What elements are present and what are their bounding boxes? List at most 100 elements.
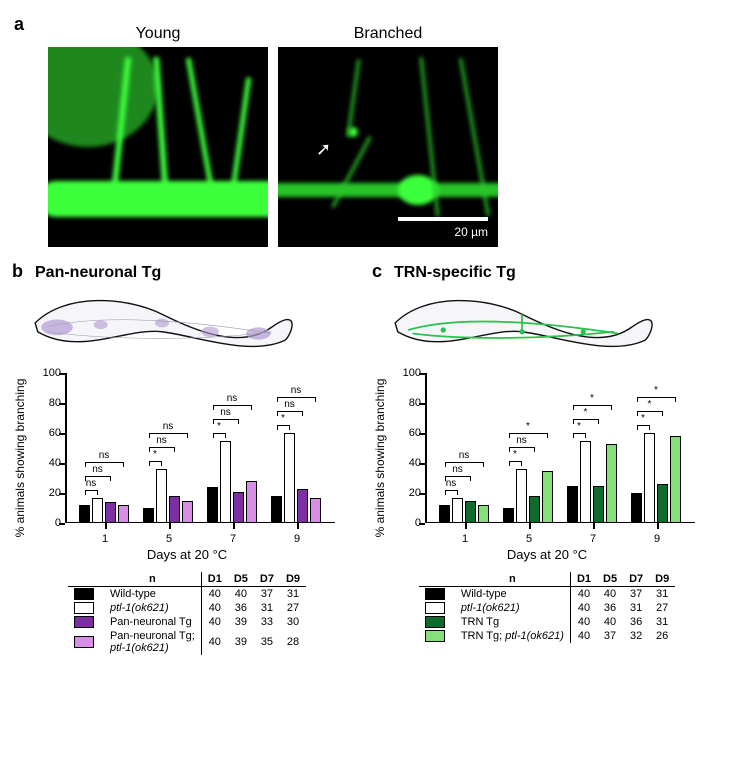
- bar: [284, 433, 295, 523]
- y-tick-label: 40: [409, 457, 421, 469]
- bar: [156, 469, 167, 523]
- sig-label: ns: [284, 399, 295, 410]
- bar: [631, 493, 642, 523]
- bar: [79, 505, 90, 523]
- sig-label: ns: [92, 464, 103, 475]
- sig-label: ns: [156, 435, 167, 446]
- y-tick-label: 100: [403, 367, 421, 379]
- bar: [606, 444, 617, 524]
- worm-schematic: [372, 282, 722, 373]
- x-tick-label: 9: [294, 533, 300, 545]
- worm-schematic: [12, 282, 362, 373]
- y-tick-label: 60: [49, 427, 61, 439]
- x-tick-label: 1: [462, 533, 468, 545]
- panelC-n-table: nD1D5D7D9Wild-type40403731ptl-1(ok621)40…: [419, 572, 675, 643]
- bar: [246, 481, 257, 523]
- bar: [207, 487, 218, 523]
- panelB-title: Pan-neuronal Tg: [35, 264, 161, 282]
- bar: [310, 498, 321, 524]
- bar: [169, 496, 180, 523]
- sig-label: *: [584, 407, 588, 418]
- bar: [233, 492, 244, 524]
- bar: [143, 508, 154, 523]
- bar: [439, 505, 450, 523]
- bar: [516, 469, 527, 523]
- x-tick-label: 7: [230, 533, 236, 545]
- sig-label: ns: [516, 435, 527, 446]
- sig-label: *: [281, 413, 285, 424]
- panelC-title: TRN-specific Tg: [394, 264, 516, 282]
- panelC-label: c: [372, 261, 382, 282]
- x-tick-label: 9: [654, 533, 660, 545]
- panel-a-label: a: [14, 14, 24, 34]
- panel-b: b Pan-neuronal Tg % animals showing branc…: [12, 261, 362, 655]
- sig-label: *: [590, 393, 594, 404]
- sig-label: *: [577, 421, 581, 432]
- x-tick-label: 7: [590, 533, 596, 545]
- panel-a: a Young Branched: [0, 0, 740, 261]
- bar: [92, 498, 103, 524]
- bar: [593, 486, 604, 524]
- x-axis-title: Days at 20 °C: [12, 547, 362, 562]
- y-tick-label: 100: [43, 367, 61, 379]
- sig-label: ns: [227, 393, 238, 404]
- panel-a-image-title-1: Branched: [278, 25, 498, 43]
- x-tick-label: 5: [166, 533, 172, 545]
- panelB-n-table: nD1D5D7D9Wild-type40403731ptl-1(ok621)40…: [68, 572, 306, 655]
- table-row: ptl-1(ok621)40363127: [68, 601, 306, 615]
- x-axis-title: Days at 20 °C: [372, 547, 722, 562]
- panelB-chart: % animals showing branching0204060801001…: [37, 373, 337, 543]
- y-tick-label: 0: [55, 517, 61, 529]
- bar: [271, 496, 282, 523]
- sig-label: *: [648, 399, 652, 410]
- sig-label: *: [217, 421, 221, 432]
- y-tick-label: 20: [49, 487, 61, 499]
- table-row: Pan-neuronal Tg40393330: [68, 615, 306, 629]
- bar: [542, 471, 553, 524]
- bar: [657, 484, 668, 523]
- bar: [580, 441, 591, 524]
- sig-label: ns: [220, 407, 231, 418]
- x-tick-label: 1: [102, 533, 108, 545]
- arrow-icon: ➚: [316, 139, 331, 160]
- bar: [503, 508, 514, 523]
- table-row: Wild-type40403731: [419, 587, 675, 602]
- y-tick-label: 0: [415, 517, 421, 529]
- bar: [478, 505, 489, 523]
- micrograph-young: [48, 47, 268, 247]
- panelB-label: b: [12, 261, 23, 282]
- sig-label: ns: [446, 478, 457, 489]
- bar: [297, 489, 308, 524]
- table-row: TRN Tg40403631: [419, 615, 675, 629]
- panel-c: c TRN-specific Tg % animals showing branc…: [372, 261, 722, 655]
- sig-label: ns: [459, 450, 470, 461]
- bar: [220, 441, 231, 524]
- table-row: ptl-1(ok621)40363127: [419, 601, 675, 615]
- y-axis-title: % animals showing branching: [373, 379, 387, 538]
- y-tick-label: 20: [409, 487, 421, 499]
- bar: [182, 501, 193, 524]
- y-tick-label: 40: [49, 457, 61, 469]
- bar: [670, 436, 681, 523]
- bar: [529, 496, 540, 523]
- y-tick-label: 80: [409, 397, 421, 409]
- sig-label: *: [513, 449, 517, 460]
- scale-bar-text: 20 µm: [454, 225, 488, 239]
- y-tick-label: 80: [49, 397, 61, 409]
- sig-label: ns: [86, 478, 97, 489]
- sig-label: *: [654, 385, 658, 396]
- bar: [105, 502, 116, 523]
- y-tick-label: 60: [409, 427, 421, 439]
- table-row: TRN Tg; ptl-1(ok621)40373226: [419, 629, 675, 643]
- y-axis-title: % animals showing branching: [13, 379, 27, 538]
- sig-label: ns: [291, 385, 302, 396]
- table-row: Pan-neuronal Tg;ptl-1(ok621)40393528: [68, 629, 306, 655]
- sig-label: ns: [99, 450, 110, 461]
- bar: [644, 433, 655, 523]
- panel-a-image-title-0: Young: [48, 25, 268, 43]
- sig-label: *: [641, 413, 645, 424]
- bar: [465, 501, 476, 524]
- sig-label: *: [526, 421, 530, 432]
- bar: [567, 486, 578, 524]
- sig-label: *: [153, 449, 157, 460]
